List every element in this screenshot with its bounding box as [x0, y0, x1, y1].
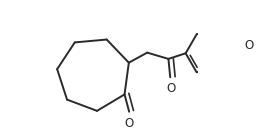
Text: O: O [244, 39, 253, 52]
Text: O: O [125, 117, 134, 130]
Text: O: O [166, 82, 176, 95]
